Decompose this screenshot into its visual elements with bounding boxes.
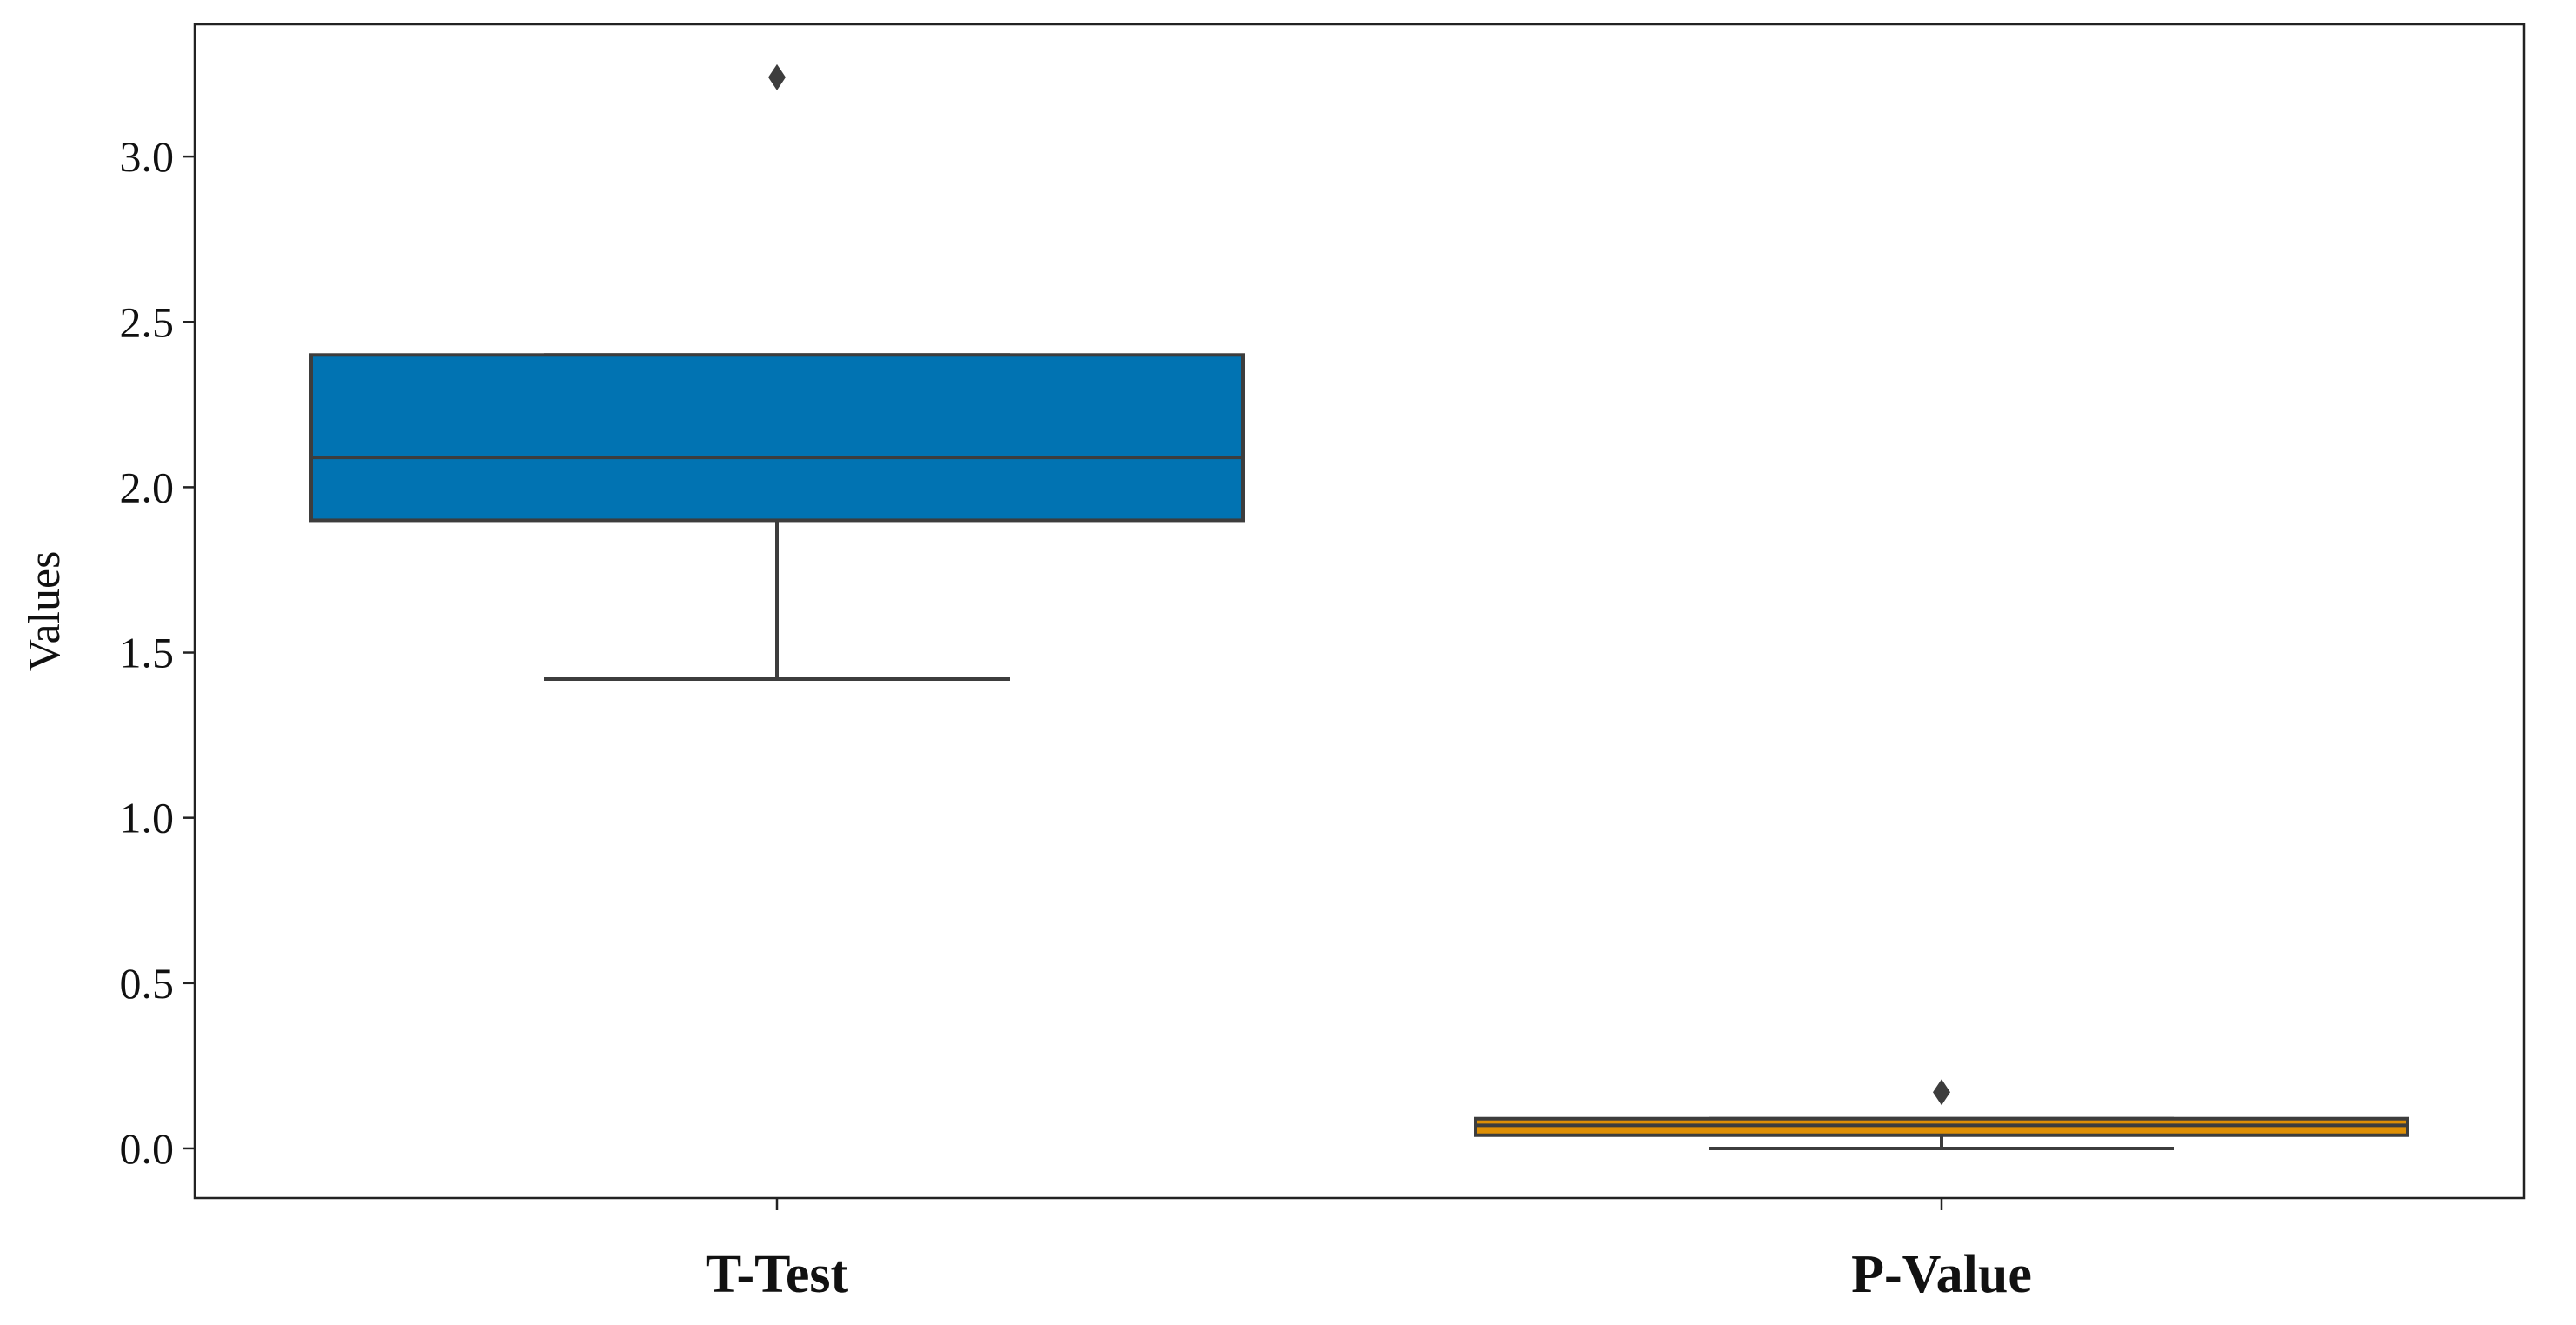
y-tick-label: 0.5 <box>120 959 175 1008</box>
outlier-point <box>1933 1079 1950 1106</box>
outlier-point <box>768 63 786 90</box>
y-axis-ticks: 0.0 0.5 1.0 1.5 2.0 2.5 3.0 <box>120 132 195 1173</box>
box-series <box>309 63 2409 1150</box>
y-tick-label: 3.0 <box>120 132 175 181</box>
y-tick-label: 1.0 <box>120 794 175 842</box>
box-iqr <box>309 353 1245 523</box>
y-tick-label: 1.5 <box>120 629 175 677</box>
x-tick-label: P-Value <box>1851 1245 2032 1304</box>
box-group <box>309 63 1245 681</box>
x-axis-ticks: T-Test P-Value <box>706 1198 2032 1304</box>
x-tick-label: T-Test <box>706 1245 849 1304</box>
y-tick-label: 0.0 <box>120 1124 175 1173</box>
y-tick-label: 2.0 <box>120 463 175 511</box>
y-axis-title: Values <box>20 551 70 672</box>
plot-frame <box>193 23 2526 1200</box>
y-tick-label: 2.5 <box>120 297 175 346</box>
box-group <box>1474 1079 2409 1150</box>
